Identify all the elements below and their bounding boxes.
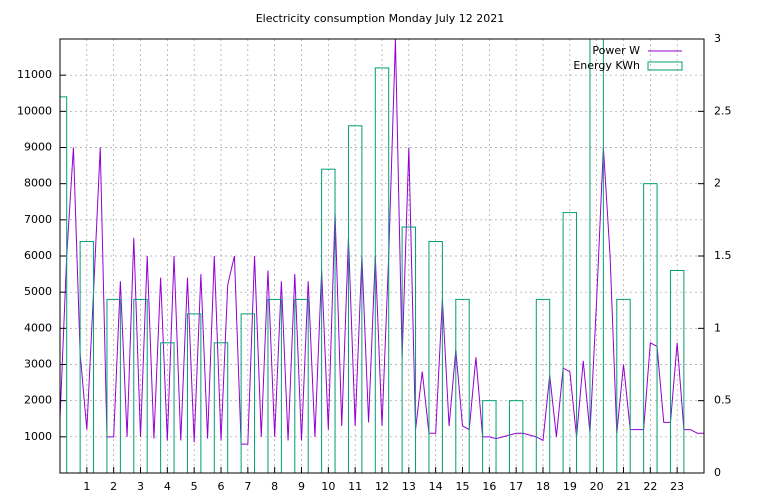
x-tick-label: 18 xyxy=(536,480,550,493)
x-tick-label: 19 xyxy=(563,480,577,493)
x-tick-label: 7 xyxy=(244,480,251,493)
y-tick-label: 10000 xyxy=(17,104,52,117)
y-tick-label: 3000 xyxy=(24,358,52,371)
energy-box xyxy=(374,67,390,473)
x-tick-label: 15 xyxy=(456,480,470,493)
energy-box xyxy=(455,298,470,473)
y2-tick-label: 1.5 xyxy=(714,249,732,262)
energy-box xyxy=(428,241,443,473)
y-tick-label: 7000 xyxy=(24,213,52,226)
x-tick-label: 5 xyxy=(191,480,198,493)
energy-box xyxy=(133,298,148,473)
energy-box xyxy=(267,298,282,473)
energy-box xyxy=(643,183,658,473)
energy-box xyxy=(589,39,604,473)
energy-box xyxy=(562,212,578,473)
y-tick-label: 4000 xyxy=(24,321,52,334)
energy-box xyxy=(669,269,685,473)
x-tick-label: 17 xyxy=(509,480,523,493)
y-tick-label: 6000 xyxy=(24,249,52,262)
x-tick-label: 14 xyxy=(429,480,443,493)
y-tick-label: 9000 xyxy=(24,141,52,154)
energy-box xyxy=(347,125,363,473)
y-tick-label: 11000 xyxy=(17,68,52,81)
x-tick-label: 22 xyxy=(643,480,657,493)
power-line xyxy=(60,39,704,445)
plot-marks xyxy=(60,39,704,473)
energy-box xyxy=(240,313,256,473)
energy-box xyxy=(535,298,551,473)
x-tick-label: 4 xyxy=(164,480,171,493)
energy-box xyxy=(401,226,417,473)
x-tick-label: 16 xyxy=(482,480,496,493)
x-tick-label: 20 xyxy=(590,480,604,493)
energy-box xyxy=(106,298,121,473)
legend-label: Power W xyxy=(592,44,640,57)
x-tick-label: 21 xyxy=(617,480,631,493)
legend-label: Energy KWh xyxy=(573,59,640,72)
energy-box xyxy=(616,298,631,473)
x-tick-label: 9 xyxy=(298,480,305,493)
legend-swatch xyxy=(647,61,683,71)
energy-box xyxy=(79,241,95,473)
y2-tick-label: 1 xyxy=(714,321,721,334)
x-tick-label: 13 xyxy=(402,480,416,493)
y2-tick-label: 2.5 xyxy=(714,104,732,117)
x-tick-label: 23 xyxy=(670,480,684,493)
x-tick-label: 2 xyxy=(110,480,117,493)
y2-tick-label: 3 xyxy=(714,32,721,45)
chart-title: Electricity consumption Monday July 12 2… xyxy=(256,12,505,25)
x-tick-label: 11 xyxy=(348,480,362,493)
x-tick-label: 6 xyxy=(218,480,225,493)
energy-box xyxy=(294,298,309,473)
y2-tick-label: 0.5 xyxy=(714,394,732,407)
y-tick-label: 8000 xyxy=(24,177,52,190)
y2-tick-label: 0 xyxy=(714,466,721,479)
x-tick-label: 1 xyxy=(83,480,90,493)
x-tick-label: 12 xyxy=(375,480,389,493)
y-tick-label: 2000 xyxy=(24,394,52,407)
y-tick-label: 1000 xyxy=(24,430,52,443)
energy-box xyxy=(186,313,202,473)
x-tick-label: 10 xyxy=(321,480,335,493)
y-tick-label: 5000 xyxy=(24,285,52,298)
labels: 1 2 3 4 5 6 7 8 9 10 11 12 13 14 15 16 17 18 19 20 21 22 23100… xyxy=(17,32,732,493)
x-tick-label: 8 xyxy=(271,480,278,493)
y2-tick-label: 2 xyxy=(714,177,721,190)
x-tick-label: 3 xyxy=(137,480,144,493)
